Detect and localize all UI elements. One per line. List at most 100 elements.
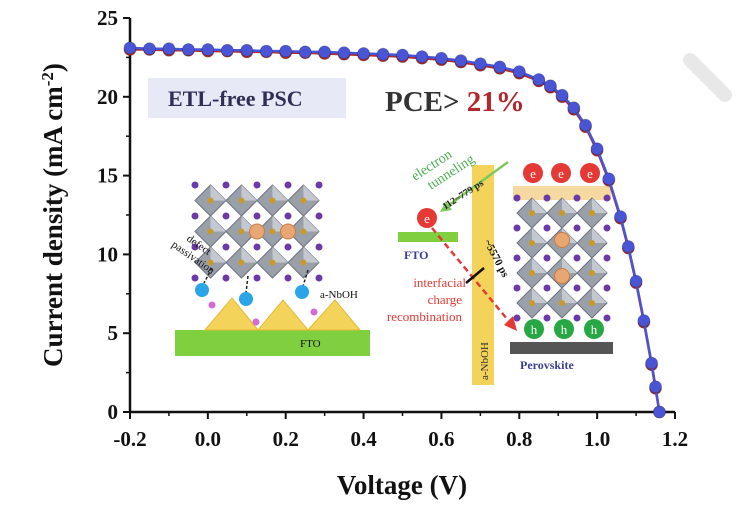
halide-atom [603,224,611,232]
legend-box [148,78,346,118]
svg-text:e: e [558,166,564,181]
y-tick-label: 20 [97,85,118,109]
data-point [318,45,332,59]
x-axis-title: Voltage (V) [337,470,467,500]
halide-atom [284,181,292,189]
halide-atom [253,212,261,220]
data-point [653,405,666,419]
y-tick-label: 25 [97,6,118,30]
y-tick-label: 0 [108,400,119,424]
halide-atom [513,254,521,262]
recombination-block [465,267,485,284]
right-fto-label: FTO [404,248,428,262]
data-point [645,356,658,370]
halide-atom [543,284,551,292]
data-point [621,240,635,253]
right-anboh-label: a-NbOH [479,342,491,380]
electron-row: e e e [523,163,600,183]
x-tick-label: 0.8 [506,427,532,451]
halide-atom [543,314,551,322]
halide-atom [603,314,611,322]
fto-electron [417,208,437,228]
halide-atom [513,284,521,292]
data-point [396,48,409,62]
jv-series [123,41,666,419]
halide-atom [253,274,261,282]
halide-atom [222,181,230,189]
right-perovskite-lattice [513,194,611,322]
series-1 [123,41,666,419]
data-point [454,54,468,67]
data-point [614,210,627,224]
left-inset: FTO a-NbOH defect passivation [169,181,370,356]
anboh-bar [472,165,494,385]
halide-atom [253,181,261,189]
data-point [590,142,604,156]
svg-text:h: h [591,322,598,337]
a-site-cation [249,223,265,240]
x-tick-label: 0.2 [273,427,299,451]
x-tick-label: 0.4 [350,427,377,451]
halide-atom [513,194,521,202]
svg-text:h: h [531,322,538,337]
halide-atom [222,274,230,282]
left-perovskite-lattice [191,181,323,282]
a-site-cation [280,223,296,240]
svg-text:e: e [424,211,430,226]
data-point [473,57,487,71]
axis-ticks: -0.2 0.0 0.2 0.4 0.6 0.8 1.0 1.2 0 5 10 15 20 25 [97,6,688,451]
data-point [512,65,526,78]
charge-label: charge [428,292,463,307]
halide-atom [513,224,521,232]
data-point [493,60,507,74]
data-point [376,47,390,61]
recombination-label: recombination [387,309,463,324]
halide-atom [543,254,551,262]
halide-atom [191,212,199,220]
data-point [415,50,429,63]
a-site-cation [554,232,570,248]
perovskite-top-band [513,186,611,200]
halide-atom [284,212,292,220]
halide-atom [284,274,292,282]
x-tick-label: -0.2 [113,427,146,451]
nb-atom [239,292,253,306]
data-point [337,46,351,60]
y-axis-title: Current density (mA cm-2) [38,63,69,367]
data-point [240,43,254,57]
halide-atom [315,274,323,282]
tunneling-arrow [444,160,509,210]
legend-text: ETL-free PSC [168,86,303,111]
data-point [259,44,273,58]
halide-atom [315,243,323,251]
data-point [434,51,448,65]
halide-atom [284,243,292,251]
halide-atom [191,181,199,189]
halide-atom [222,212,230,220]
halide-atom [573,194,581,202]
svg-text:e: e [530,166,536,181]
svg-text:e: e [587,166,593,181]
y-tick-label: 5 [108,321,119,345]
data-point [279,44,293,58]
left-fto-layer [175,330,370,356]
data-point [220,43,234,57]
data-point [637,314,651,328]
data-point [357,47,371,60]
halide-atom [253,243,261,251]
data-point [579,118,592,132]
halide-atom [191,274,199,282]
halide-atom [543,224,551,232]
left-fto-label: FTO [300,338,321,350]
left-anboh-layer [203,297,362,331]
data-point [555,88,569,102]
halide-atom [573,224,581,232]
data-point [162,42,176,56]
x-tick-label: 0.6 [428,427,454,451]
interfacial-label: interfacial [413,275,466,290]
x-tick-label: 1.0 [584,427,610,451]
halide-atom [573,314,581,322]
halide-atom [543,194,551,202]
a-site-cation [554,268,570,284]
